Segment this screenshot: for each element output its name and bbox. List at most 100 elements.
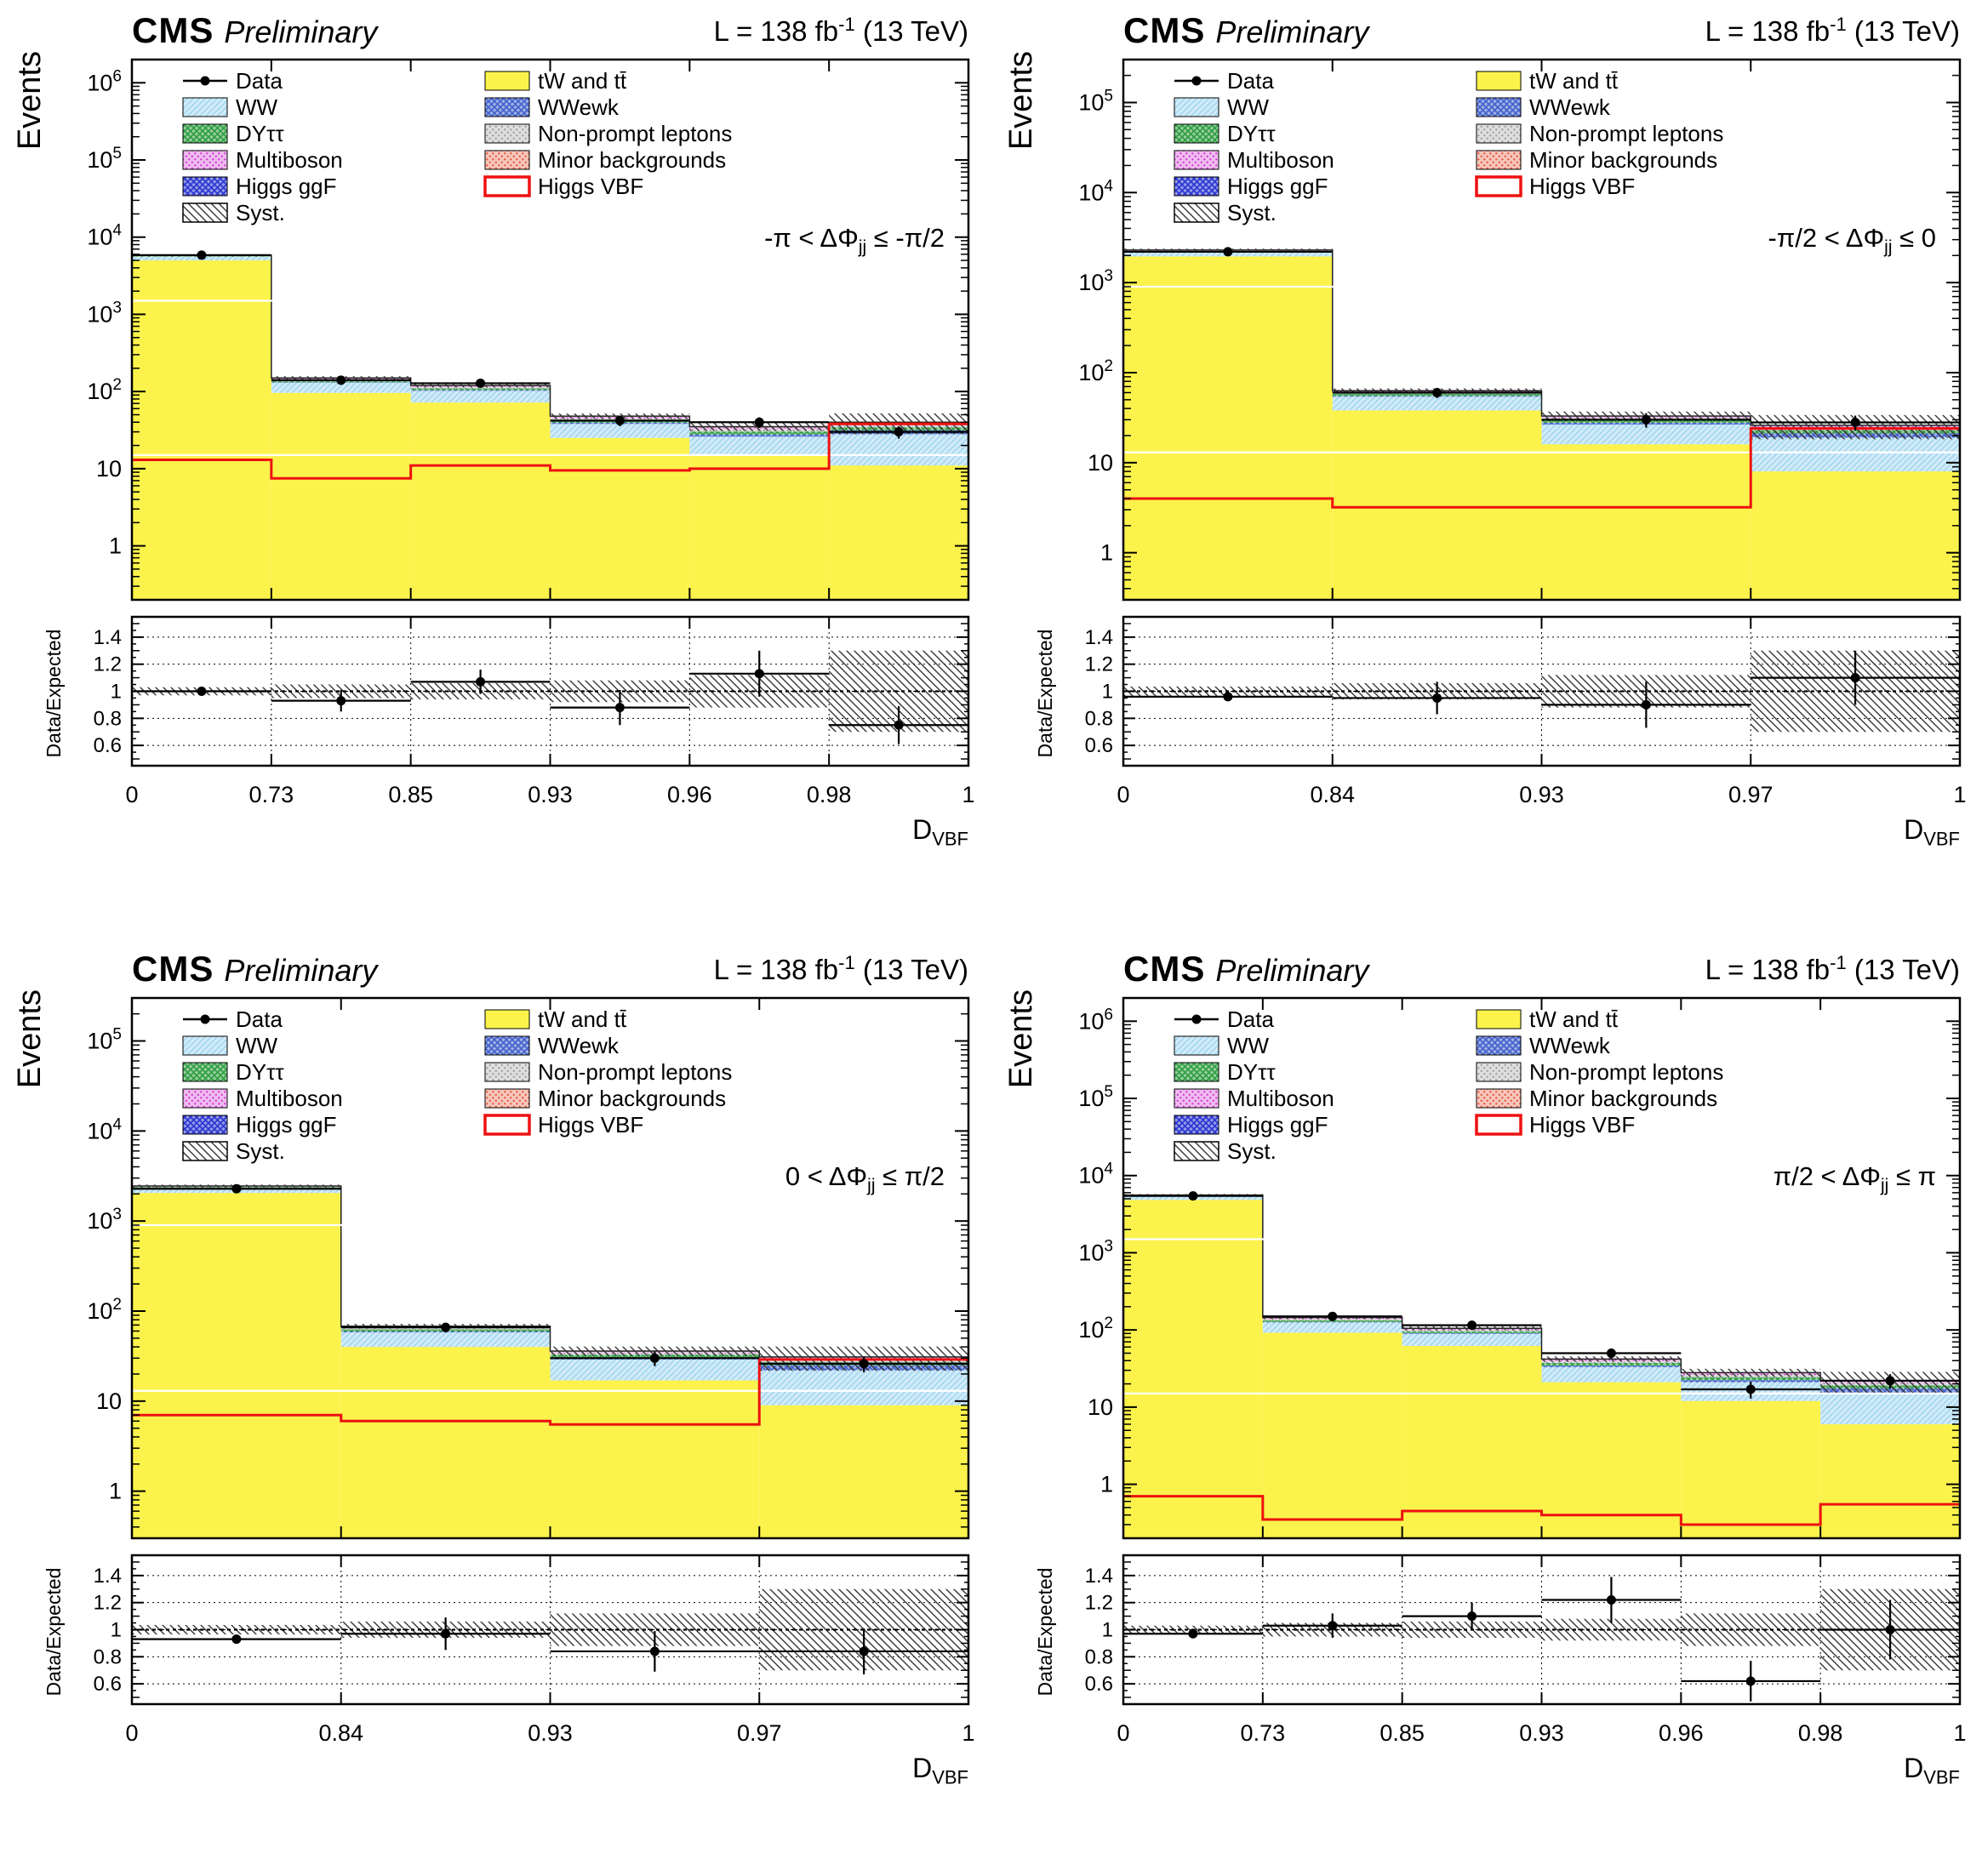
axes: 1 10 102 103 104 105 106: [87, 60, 969, 600]
annotation-post: ≤ -π/2: [866, 223, 945, 253]
svg-text:DYττ: DYττ: [1227, 1059, 1276, 1085]
stacked-histogram: [132, 255, 968, 600]
svg-text:Higgs VBF: Higgs VBF: [1529, 174, 1635, 199]
svg-text:1.2: 1.2: [94, 653, 122, 676]
y-axis-title: Events: [12, 51, 48, 151]
svg-text:tW and tt̄: tW and tt̄: [1529, 1006, 1619, 1032]
svg-text:1: 1: [1953, 782, 1966, 807]
svg-text:Higgs ggF: Higgs ggF: [1227, 174, 1328, 199]
main-plot-svg: 110102103104105DataWWDYττMultibosonHiggs…: [1078, 58, 1962, 602]
svg-text:0.98: 0.98: [807, 782, 852, 807]
cms-label: CMS: [132, 10, 214, 50]
lumi-exponent: -1: [1830, 952, 1847, 973]
lumi-text: L = 138 fb: [1705, 954, 1831, 985]
svg-text:WW: WW: [1227, 94, 1270, 120]
ratio-content: 0.6 0.8 1 1.2 1.4 0 0.73 0.85 0.93 0.96 0.98 1: [1085, 1555, 1967, 1746]
svg-text:WWewk: WWewk: [1529, 1033, 1611, 1058]
lumi-energy: (13 TeV): [854, 954, 968, 985]
svg-text:0.93: 0.93: [528, 1720, 573, 1746]
svg-text:Syst.: Syst.: [236, 1138, 285, 1164]
x-axis-sub: VBF: [932, 1766, 968, 1788]
experiment-label: CMS Preliminary: [132, 10, 377, 51]
svg-text:102: 102: [87, 376, 122, 404]
preliminary-label: Preliminary: [1215, 953, 1369, 988]
panel-top-right: CMS Preliminary L = 138 fb-1 (13 TeV) Eve…: [991, 0, 1982, 938]
x-axis-main: D: [912, 1753, 933, 1783]
svg-text:10: 10: [1088, 1394, 1113, 1420]
svg-text:102: 102: [1078, 1314, 1113, 1343]
x-axis-main: D: [1904, 1753, 1924, 1783]
svg-text:1.4: 1.4: [94, 1565, 122, 1588]
svg-text:1.2: 1.2: [1085, 1592, 1113, 1615]
luminosity-label: L = 138 fb-1 (13 TeV): [1705, 14, 1960, 48]
svg-text:Multiboson: Multiboson: [236, 1086, 343, 1111]
ratio-plot-svg: 0.6 0.8 1 1.2 1.4 0 0.84 0.93 0.97 1: [94, 1554, 975, 1746]
x-axis-main: D: [1904, 814, 1924, 845]
preliminary-label: Preliminary: [224, 953, 378, 988]
lumi-exponent: -1: [838, 952, 855, 973]
svg-text:WWewk: WWewk: [538, 1033, 620, 1058]
axes: 1 10 102 103 104 105: [87, 998, 969, 1538]
svg-text:Multiboson: Multiboson: [1227, 147, 1334, 173]
svg-text:WWewk: WWewk: [538, 94, 620, 120]
svg-text:105: 105: [87, 145, 122, 173]
svg-text:102: 102: [87, 1296, 122, 1324]
svg-text:1: 1: [1953, 1720, 1966, 1746]
ratio-y-axis-title: Data/Expected: [1034, 1567, 1056, 1696]
annotation-post: ≤ π/2: [875, 1161, 945, 1191]
svg-text:105: 105: [1078, 1083, 1113, 1111]
y-axis-title: Events: [1003, 989, 1039, 1089]
svg-text:Data: Data: [236, 1006, 283, 1032]
panel-header: CMS Preliminary L = 138 fb-1 (13 TeV): [0, 0, 991, 51]
svg-text:WWewk: WWewk: [1529, 94, 1611, 120]
experiment-label: CMS Preliminary: [132, 949, 377, 989]
luminosity-label: L = 138 fb-1 (13 TeV): [1705, 952, 1960, 986]
svg-text:0.93: 0.93: [528, 782, 573, 807]
svg-text:Higgs VBF: Higgs VBF: [538, 174, 643, 199]
luminosity-label: L = 138 fb-1 (13 TeV): [714, 14, 968, 48]
lumi-energy: (13 TeV): [1846, 15, 1960, 47]
svg-text:104: 104: [87, 222, 122, 250]
svg-text:106: 106: [1078, 1006, 1113, 1034]
svg-text:10: 10: [96, 1388, 122, 1414]
svg-text:0.96: 0.96: [667, 782, 712, 807]
svg-text:Non-prompt leptons: Non-prompt leptons: [1529, 1059, 1723, 1085]
svg-text:DYττ: DYττ: [236, 121, 284, 146]
cms-label: CMS: [132, 949, 214, 989]
axes: 1 10 102 103 104 105 106: [1078, 998, 1961, 1538]
stacked-histogram: [132, 1185, 968, 1538]
svg-text:Higgs ggF: Higgs ggF: [236, 174, 337, 199]
ratio-plot-svg: 0.6 0.8 1 1.2 1.4 0 0.73 0.85 0.93 0.96 0.98 1: [94, 615, 975, 807]
lumi-text: L = 138 fb: [713, 15, 839, 47]
svg-text:0: 0: [125, 782, 138, 807]
svg-text:0.6: 0.6: [94, 1673, 122, 1696]
lumi-exponent: -1: [838, 14, 855, 35]
svg-text:Minor backgrounds: Minor backgrounds: [1529, 147, 1717, 173]
svg-text:0.8: 0.8: [94, 707, 122, 730]
svg-text:Non-prompt leptons: Non-prompt leptons: [1529, 121, 1723, 146]
svg-text:1: 1: [1102, 681, 1113, 704]
svg-text:0.6: 0.6: [94, 734, 122, 757]
svg-text:1: 1: [1100, 540, 1113, 566]
svg-text:Syst.: Syst.: [1227, 200, 1277, 225]
svg-text:106: 106: [87, 67, 122, 95]
x-axis-sub: VBF: [1923, 828, 1960, 850]
phase-space-annotation: π/2 < ΔΦjj ≤ π: [1774, 1161, 1936, 1196]
svg-text:1.4: 1.4: [1085, 626, 1113, 649]
svg-text:0: 0: [1117, 1720, 1129, 1746]
svg-text:1: 1: [962, 1720, 974, 1746]
svg-text:103: 103: [87, 299, 122, 327]
svg-text:0.73: 0.73: [1241, 1720, 1286, 1746]
svg-text:0.8: 0.8: [94, 1645, 122, 1668]
svg-text:Minor backgrounds: Minor backgrounds: [538, 147, 726, 173]
ratio-content: 0.6 0.8 1 1.2 1.4 0 0.84 0.93 0.97 1: [1085, 617, 1967, 807]
panel-top-left: CMS Preliminary L = 138 fb-1 (13 TeV) Eve…: [0, 0, 991, 938]
svg-text:0: 0: [125, 1720, 138, 1746]
svg-text:Higgs ggF: Higgs ggF: [236, 1112, 337, 1138]
y-axis-title: Events: [12, 989, 48, 1089]
